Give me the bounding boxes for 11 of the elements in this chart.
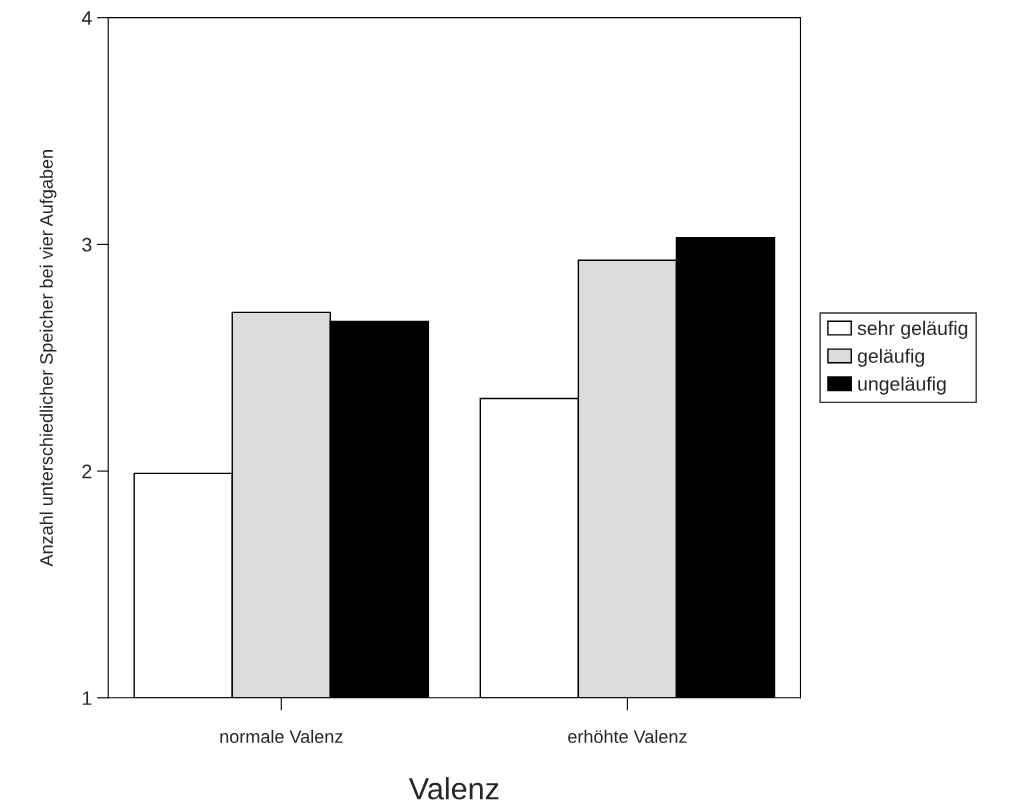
x-axis-title: Valenz: [408, 777, 499, 800]
y-tick-label: 3: [82, 237, 92, 252]
y-tick-label: 1: [82, 691, 92, 705]
legend-label: ungeläufig: [858, 376, 946, 395]
y-tick-label: 4: [81, 11, 92, 25]
legend-label: geläufig: [857, 348, 924, 367]
legend-label: sehr geläufig: [857, 320, 968, 339]
y-tick-label: 2: [82, 464, 92, 479]
x-tick-label: normale Valenz: [220, 729, 343, 744]
x-tick-label: erhöhte Valenz: [568, 729, 687, 744]
y-axis-title: Anzahl unterschiedlicher Speicher bei vier Aufgaben: [39, 150, 57, 567]
